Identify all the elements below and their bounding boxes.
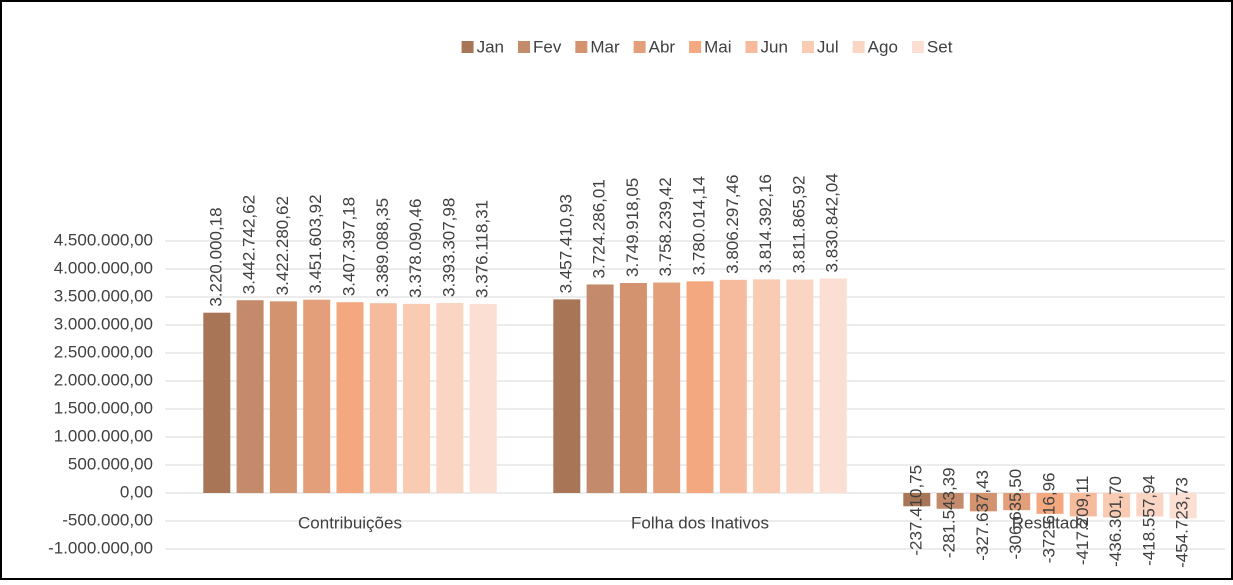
bar [436, 302, 464, 493]
y-tick-label: 3.000.000,00 [54, 314, 153, 333]
y-tick-label: 1.000.000,00 [54, 426, 153, 445]
bar [1103, 493, 1131, 518]
bar [586, 284, 614, 493]
legend-swatch [633, 41, 646, 53]
value-label: 3.758.239,42 [656, 177, 675, 276]
legend-label: Mai [704, 37, 731, 56]
value-label: 3.220.000,18 [206, 207, 225, 306]
bar [1036, 493, 1064, 514]
bar [786, 279, 814, 493]
value-label: 3.442.742,62 [240, 195, 259, 294]
bar [1069, 493, 1097, 517]
bar [1136, 493, 1164, 517]
bar [653, 282, 681, 493]
value-label: 3.389.088,35 [373, 198, 392, 297]
value-label: -454.723,73 [1173, 477, 1192, 568]
bar [719, 279, 747, 493]
value-label: 3.811.865,92 [789, 176, 808, 274]
value-label: 3.830.842,04 [823, 173, 842, 272]
value-label: -281.543,39 [940, 467, 959, 558]
legend-swatch [911, 41, 924, 53]
x-tick-label: Resultado [1012, 513, 1089, 532]
y-tick-label: 500.000,00 [68, 454, 153, 473]
legend-swatch [575, 41, 588, 53]
legend-label: Jun [760, 37, 787, 56]
legend-swatch [461, 41, 474, 53]
legend-swatch [801, 41, 814, 53]
bar [969, 493, 997, 512]
legend-label: Ago [868, 37, 898, 56]
legend-label: Jan [477, 37, 504, 56]
legend-label: Fev [533, 37, 562, 56]
bar [369, 303, 397, 493]
value-label: 3.376.118,31 [473, 200, 492, 298]
value-label: 3.780.014,14 [689, 176, 708, 275]
value-label: 3.422.280,62 [273, 196, 292, 295]
value-label: 3.393.307,98 [439, 198, 458, 297]
legend-label: Set [927, 37, 953, 56]
value-label: 3.457.410,93 [556, 194, 575, 293]
y-tick-label: 3.500.000,00 [54, 286, 153, 305]
value-label: -417.209,11 [1073, 476, 1092, 565]
value-label: -327.637,43 [973, 470, 992, 561]
bar [303, 299, 331, 493]
bar [269, 301, 297, 493]
value-label: 3.749.918,05 [623, 178, 642, 277]
bar [236, 300, 264, 493]
y-tick-label: -1.000.000,00 [48, 538, 153, 557]
y-tick-label: 2.500.000,00 [54, 342, 153, 361]
y-tick-label: 4.000.000,00 [54, 258, 153, 277]
x-tick-label: Folha dos Inativos [631, 513, 769, 532]
value-label: 3.451.603,92 [306, 194, 325, 293]
bar [619, 283, 647, 493]
bar [553, 299, 581, 493]
bar [903, 493, 931, 507]
bar [753, 279, 781, 493]
value-label: -306.635,50 [1006, 469, 1025, 560]
legend-label: Jul [817, 37, 839, 56]
bar [336, 302, 364, 493]
value-label: -436.301,70 [1106, 476, 1125, 567]
value-label: -237.410,75 [906, 465, 925, 556]
bar [1169, 493, 1197, 519]
y-tick-label: 0,00 [120, 482, 153, 501]
value-label: 3.407.397,18 [339, 197, 358, 296]
y-tick-label: -500.000,00 [62, 510, 153, 529]
legend-swatch [517, 41, 530, 53]
y-tick-label: 2.000.000,00 [54, 370, 153, 389]
value-label: 3.378.090,46 [406, 199, 425, 298]
bar [469, 303, 497, 493]
value-label: -418.557,94 [1139, 475, 1158, 566]
legend: Jan Fev Mar Abr Mai Jun Jul Ago Set [461, 37, 953, 56]
x-tick-label: Contribuições [298, 513, 402, 532]
value-label: 3.806.297,46 [723, 175, 742, 274]
legend-swatch [689, 41, 702, 53]
value-label: -372.616,96 [1039, 472, 1058, 563]
bar [686, 281, 714, 493]
legend-swatch [745, 41, 758, 53]
value-label: 3.724.286,01 [590, 179, 609, 278]
legend-label: Abr [649, 37, 676, 56]
value-label: 3.814.392,16 [756, 174, 775, 273]
legend-label: Mar [590, 37, 620, 56]
bar [203, 312, 231, 493]
bar [403, 303, 431, 493]
bar [936, 493, 964, 509]
bar [819, 278, 847, 493]
y-tick-label: 4.500.000,00 [54, 230, 153, 249]
y-tick-label: 1.500.000,00 [54, 398, 153, 417]
legend-swatch [852, 41, 865, 53]
bar [1003, 493, 1031, 511]
